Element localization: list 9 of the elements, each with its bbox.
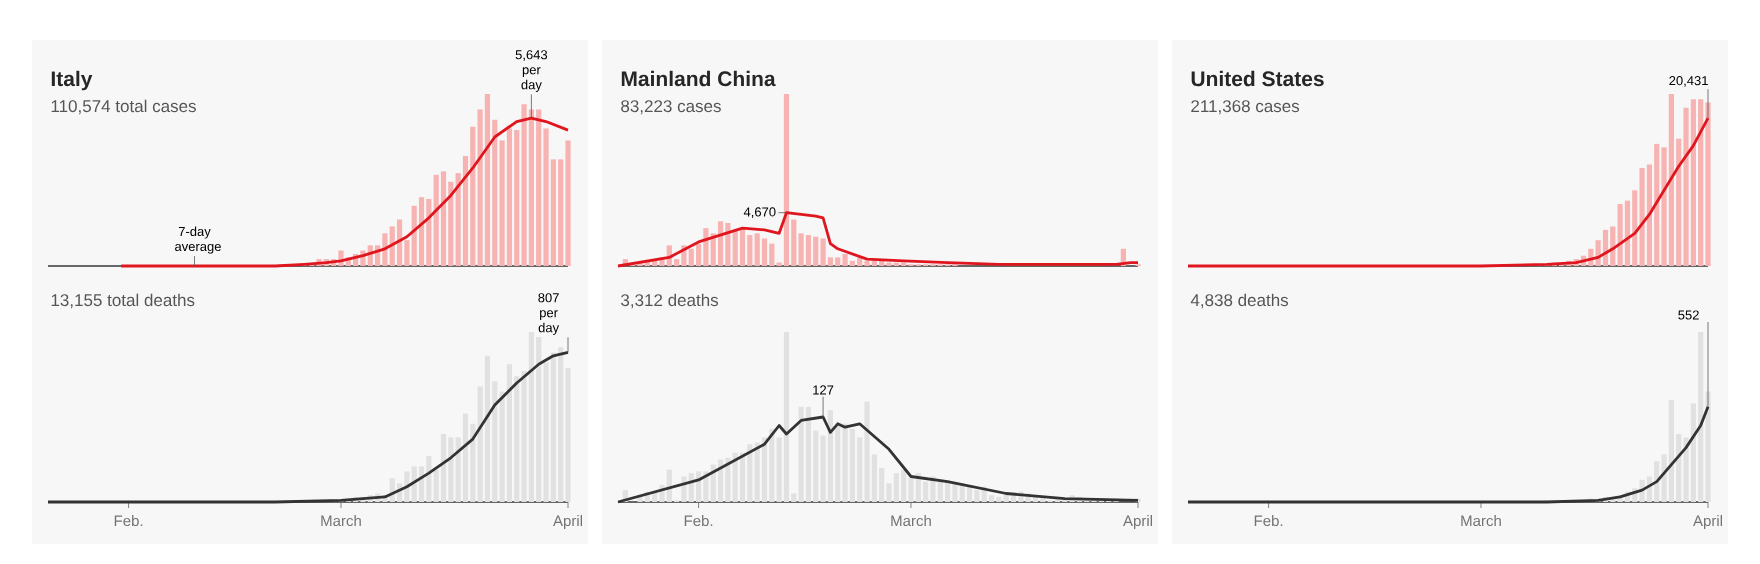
chart-title: United States [1191,70,1324,87]
chart-subtitle: 110,574 total cases [51,99,196,115]
chart-subtitle: 3,312 deaths [621,293,719,309]
chart-title: Italy [51,70,93,91]
chart-subtitle: 211,368 cases [1191,100,1300,115]
chart-title: Mainland China [621,70,776,87]
chart-subtitle: 4,838 deaths [1190,293,1289,309]
chart-subtitle: 83,223 cases [621,100,721,115]
chart-subtitle: 13,155 total deaths [51,293,195,309]
